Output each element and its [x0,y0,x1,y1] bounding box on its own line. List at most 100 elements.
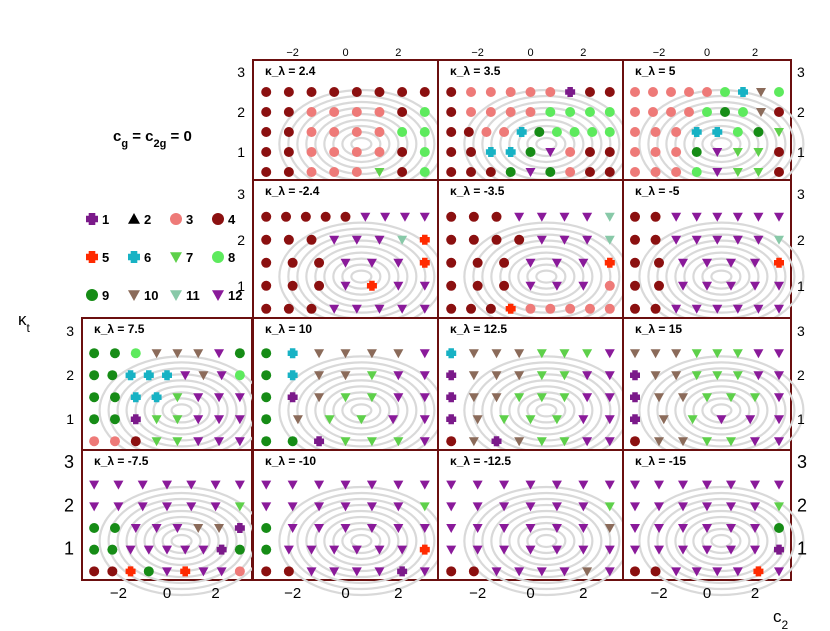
data-point-cluster-4 [630,257,640,268]
contour-line [143,515,220,567]
data-point-cluster-8 [584,107,595,117]
data-point-cluster-12 [419,212,430,222]
data-point-cluster-4 [491,234,502,245]
data-point-cluster-6 [162,370,172,381]
legend-label: 8 [228,250,235,265]
data-point-cluster-12 [753,212,764,222]
y-tick-label: 2 [66,367,74,383]
data-point-cluster-6 [691,127,702,137]
data-point-cluster-12 [582,393,593,403]
data-point-cluster-5 [419,544,430,555]
data-point-cluster-9 [107,370,118,381]
data-point-cluster-12 [726,281,736,291]
data-point-cluster-4 [630,303,640,314]
data-point-cluster-3 [505,107,516,117]
data-point-cluster-4 [283,167,294,177]
data-point-cluster-3 [565,147,576,157]
data-point-cluster-12 [691,304,702,314]
contour-line [332,391,391,430]
data-point-cluster-7 [732,148,743,157]
data-point-cluster-7 [172,437,183,447]
data-point-cluster-8 [565,107,576,117]
data-point-cluster-12 [446,545,457,555]
data-point-cluster-8 [551,127,562,137]
data-point-cluster-12 [702,480,712,490]
data-point-cluster-4 [604,147,615,157]
data-point-cluster-12 [214,415,225,425]
legend-marker-9 [86,289,98,301]
data-point-cluster-10 [314,371,325,381]
data-point-cluster-7 [536,371,547,381]
data-point-cluster-1 [130,414,141,425]
data-point-cluster-12 [234,415,245,425]
data-point-cluster-10 [340,349,351,359]
x-tick-label: 0 [341,585,349,602]
y-tick-label: 1 [237,144,245,160]
legend-marker-4 [212,213,224,225]
contour-line [508,385,585,436]
data-point-cluster-3 [329,127,340,137]
data-point-cluster-12 [419,393,430,403]
data-point-cluster-12 [340,258,351,268]
data-point-cluster-7 [151,437,162,447]
y-tick-label: 2 [797,232,805,248]
data-point-cluster-1 [630,414,640,425]
data-point-cluster-12 [113,502,124,512]
data-point-cluster-12 [340,524,351,533]
data-point-cluster-12 [446,502,457,512]
data-point-cluster-9 [234,544,245,555]
data-point-cluster-7 [151,415,162,425]
data-point-cluster-5 [505,303,516,314]
data-point-cluster-8 [419,127,430,137]
x-tick-label: 2 [579,585,587,602]
data-point-cluster-7 [525,415,536,425]
x-tick-label: 0 [163,585,171,602]
data-point-cluster-12 [678,545,688,555]
data-point-cluster-10 [491,349,502,359]
data-point-cluster-12 [314,502,325,512]
data-point-cluster-12 [419,304,430,314]
panel-label: κ_λ = 10 [265,322,312,336]
data-point-cluster-9 [720,107,730,117]
data-point-cluster-4 [397,107,408,117]
data-point-cluster-12 [113,480,124,490]
data-point-cluster-12 [151,524,162,533]
contour-line [701,263,742,290]
data-point-cluster-12 [712,567,723,577]
data-point-cluster-7 [366,437,377,447]
data-point-cluster-12 [525,168,536,177]
data-point-cluster-3 [630,147,640,157]
data-point-cluster-12 [702,545,712,555]
data-point-cluster-4 [446,211,457,222]
legend-label: 9 [102,288,109,303]
data-point-cluster-5 [366,280,377,291]
data-point-cluster-7 [366,371,377,381]
contour-line [314,379,409,442]
data-point-cluster-4 [306,87,317,97]
data-point-cluster-3 [466,107,477,117]
data-point-cluster-12 [366,480,377,490]
contour-line [341,263,382,290]
data-point-cluster-7 [732,349,743,359]
data-point-cluster-7 [393,437,404,447]
data-point-cluster-6 [485,147,496,157]
contour-line [350,533,373,549]
data-point-cluster-8 [774,87,784,97]
data-point-cluster-4 [107,566,118,577]
contour-line [710,269,733,284]
data-point-cluster-12 [726,502,736,512]
data-point-cluster-3 [466,87,477,97]
contour-line [314,245,409,308]
data-point-cluster-7 [536,393,547,403]
data-point-cluster-12 [216,567,227,577]
data-point-cluster-4 [630,211,640,222]
y-axis-label: κt [18,310,31,335]
panel: κ_λ = -3.5 [437,179,630,332]
contour-line [692,521,751,561]
data-point-cluster-10 [314,349,325,359]
data-point-cluster-12 [578,524,589,533]
data-point-cluster-6 [143,370,154,381]
data-point-cluster-3 [351,147,362,157]
data-point-cluster-10 [671,371,682,381]
data-point-cluster-5 [604,257,615,268]
